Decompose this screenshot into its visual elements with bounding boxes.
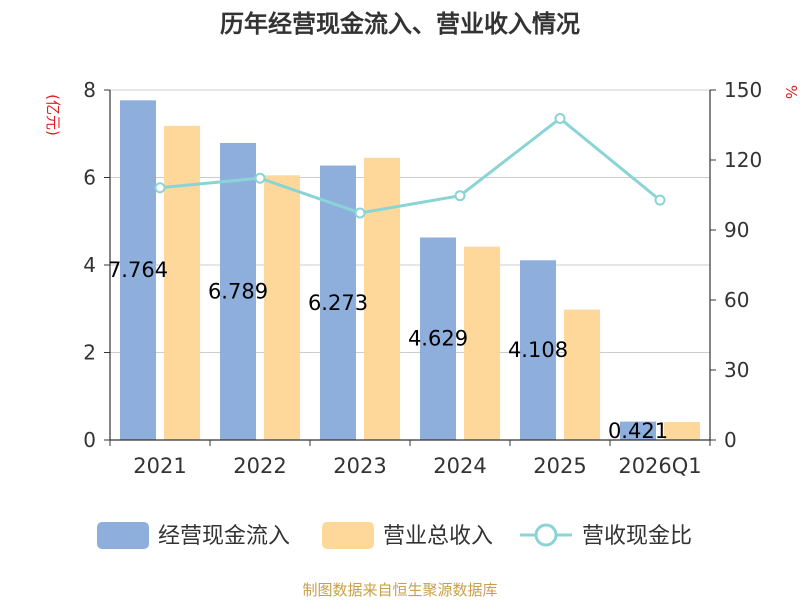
bars [120,100,700,440]
bar-revenue [464,246,500,440]
data-label-cash-inflow: 6.273 [308,291,368,315]
x-axis-tick-label: 2026Q1 [618,454,701,478]
right-axis-tick-label: 30 [724,358,749,382]
bar-revenue [664,422,700,440]
left-axis-ticks: 0 2 4 6 8 [83,78,110,452]
ratio-point [354,207,366,219]
legend-label-cash-inflow: 经营现金流入 [158,524,290,549]
data-source-note: 制图数据来自恒生聚源数据库 [302,581,497,599]
right-axis-tick-label: 0 [724,428,737,452]
right-axis-tick-label: 90 [724,218,749,242]
bar-cash-inflow [120,100,156,440]
bar-cash-inflow [620,421,656,440]
data-label-cash-inflow: 0.421 [608,419,668,443]
bar-revenue [264,175,300,440]
data-label-cash-inflow: 4.108 [508,338,568,362]
x-axis-tick-label: 2022 [233,454,286,478]
ratio-line-series [154,112,666,219]
ratio-point [254,172,266,184]
left-axis-unit: (亿元) [44,94,62,136]
ratio-line [159,116,661,215]
x-axis-tick-label: 2024 [433,454,486,478]
bar-revenue [364,157,400,440]
data-label-cash-inflow: 6.789 [208,279,268,303]
right-axis-tick-label: 60 [724,288,749,312]
bar-cash-inflow [320,165,356,440]
ratio-point [454,190,466,202]
left-axis-tick-label: 4 [83,253,96,277]
left-axis-tick-label: 0 [83,428,96,452]
data-label-cash-inflow: 4.629 [408,327,468,351]
x-axis-tick-label: 2021 [133,454,186,478]
legend-swatch-revenue [322,522,374,549]
left-axis-tick-label: 2 [83,341,96,365]
right-axis-unit: % [782,85,800,99]
legend-label-ratio: 营收现金比 [582,524,692,549]
x-axis-tick-label: 2023 [333,454,386,478]
right-axis-tick-label: 150 [724,78,762,102]
ratio-point [554,112,566,124]
ratio-point [654,194,666,206]
data-labels: 7.764 6.789 6.273 4.629 4.108 0.421 [108,258,668,443]
legend: 经营现金流入 营业总收入 营收现金比 [97,522,692,549]
left-axis-tick-label: 8 [83,78,96,102]
chart-title: 历年经营现金流入、营业收入情况 [220,10,580,38]
left-axis-tick-label: 6 [83,166,96,190]
right-axis-ticks: 0 30 60 90 120 150 [710,78,762,452]
legend-swatch-cash-inflow [97,522,149,549]
legend-swatch-ratio-marker [534,523,558,547]
data-label-cash-inflow: 7.764 [108,258,168,282]
bar-cash-inflow [420,237,456,440]
ratio-point [154,182,166,194]
gridlines [110,89,710,353]
x-axis-ticks: 2021 2022 2023 2024 2025 2026Q1 [109,440,711,478]
bar-revenue [564,309,600,440]
x-axis-tick-label: 2025 [533,454,586,478]
legend-label-revenue: 营业总收入 [383,524,493,549]
right-axis-tick-label: 120 [724,148,762,172]
bar-cash-inflow [520,260,556,440]
bar-revenue [164,125,200,440]
bar-cash-inflow [220,142,256,440]
